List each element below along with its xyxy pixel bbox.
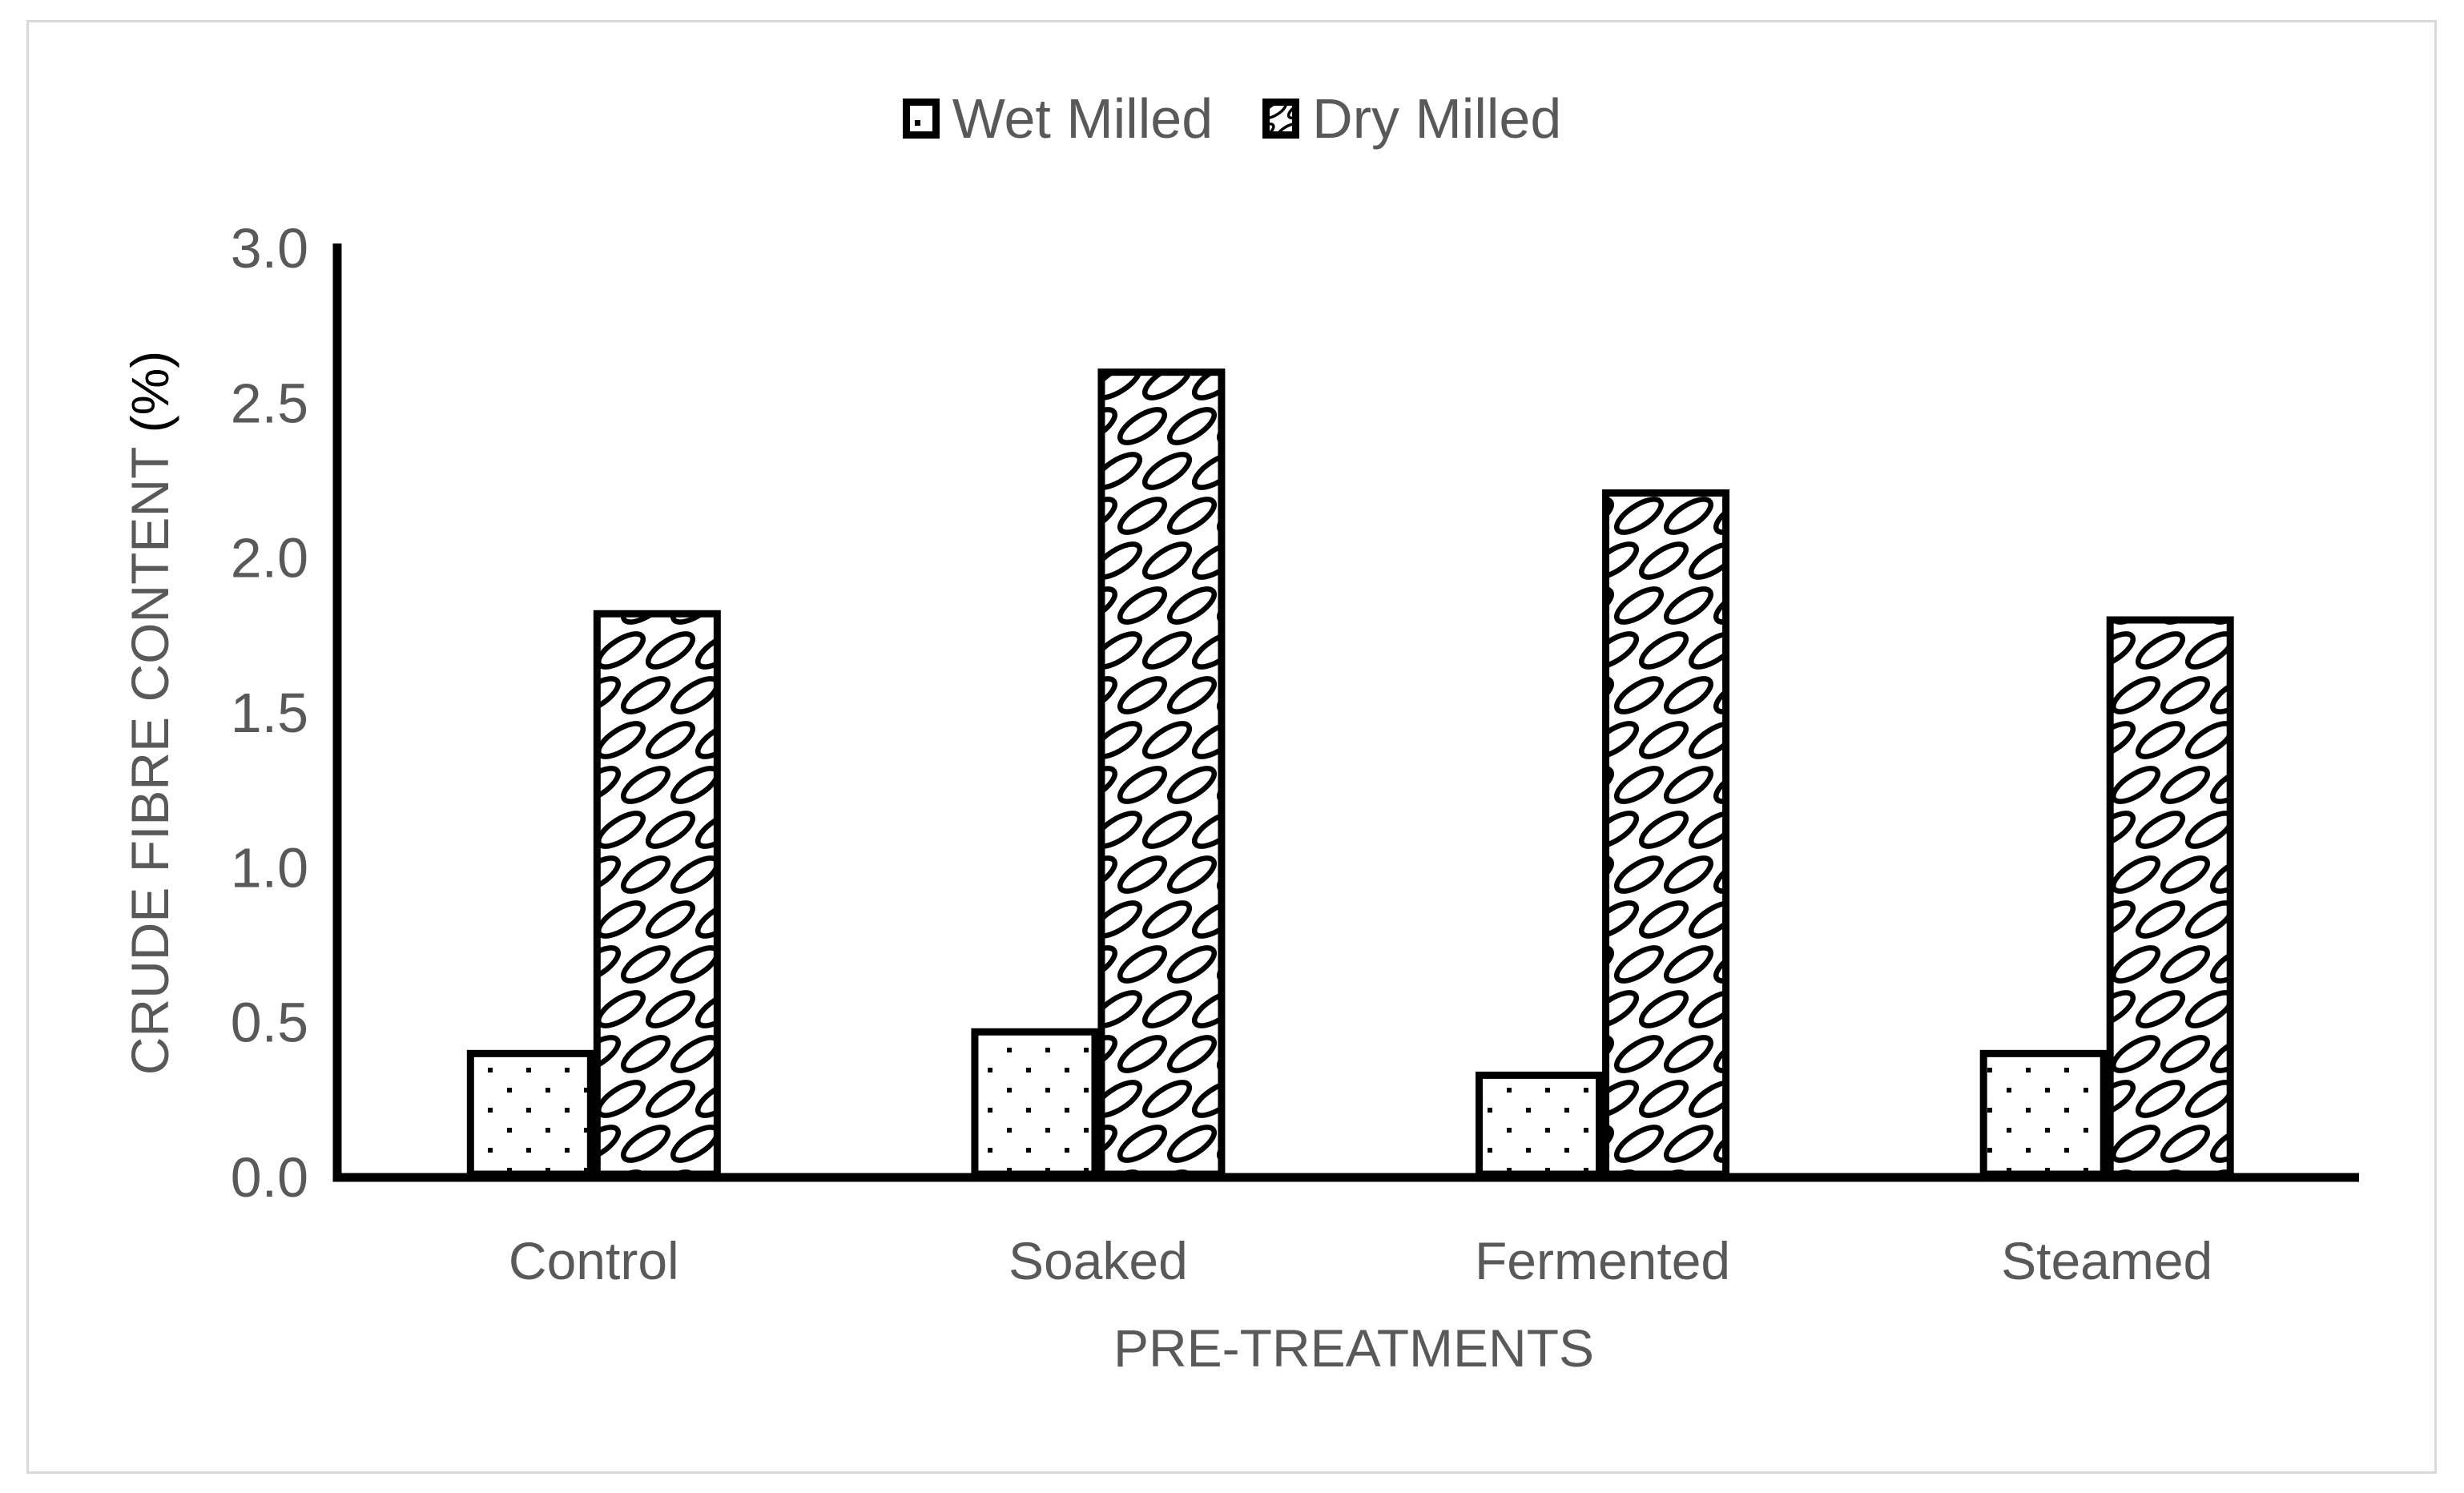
y-axis-title: CRUDE FIBRE CONTENT (%) bbox=[120, 350, 179, 1076]
wet-milled-bar-fermented bbox=[1476, 1071, 1604, 1178]
wet-milled-bar-control bbox=[466, 1049, 594, 1178]
y-tick-label-0.0: 0.0 bbox=[231, 1146, 308, 1209]
wet-milled-bar-soaked bbox=[971, 1028, 1099, 1178]
legend-label-wet-milled: Wet Milled bbox=[952, 87, 1214, 150]
x-category-label-fermented: Fermented bbox=[1475, 1231, 1730, 1290]
x-category-label-steamed: Steamed bbox=[2001, 1231, 2212, 1290]
wet-milled-bar-steamed bbox=[1979, 1049, 2108, 1178]
dry-milled-bar-steamed bbox=[2106, 616, 2234, 1178]
x-category-label-control: Control bbox=[509, 1231, 679, 1290]
dry-milled-bar-control bbox=[593, 610, 721, 1178]
x-category-label-soaked: Soaked bbox=[1009, 1231, 1188, 1290]
dry-milled-pattern-swatch-icon bbox=[1262, 99, 1300, 139]
y-tick-label-1.5: 1.5 bbox=[231, 682, 308, 744]
chart-frame bbox=[26, 20, 2437, 1474]
y-axis-title-unit: (%) bbox=[120, 350, 179, 433]
legend: Wet Milled Dry Milled bbox=[0, 78, 2464, 159]
legend-item-wet-milled: Wet Milled bbox=[902, 87, 1214, 150]
legend-label-dry-milled: Dry Milled bbox=[1312, 87, 1562, 150]
y-tick-label-0.5: 0.5 bbox=[231, 992, 308, 1054]
y-tick-label-2.5: 2.5 bbox=[231, 372, 308, 434]
wet-milled-pattern-swatch-icon bbox=[902, 99, 940, 139]
y-tick-label-1.0: 1.0 bbox=[231, 836, 308, 899]
legend-item-dry-milled: Dry Milled bbox=[1262, 91, 1561, 147]
y-tick-label-3.0: 3.0 bbox=[231, 217, 308, 280]
y-axis-title-text: CRUDE FIBRE CONTENT bbox=[120, 447, 179, 1076]
y-tick-label-2.0: 2.0 bbox=[231, 527, 308, 590]
dry-milled-bar-soaked bbox=[1097, 368, 1226, 1178]
x-axis-title: PRE-TREATMENTS bbox=[1113, 1318, 1595, 1378]
dry-milled-bar-fermented bbox=[1602, 489, 1730, 1178]
